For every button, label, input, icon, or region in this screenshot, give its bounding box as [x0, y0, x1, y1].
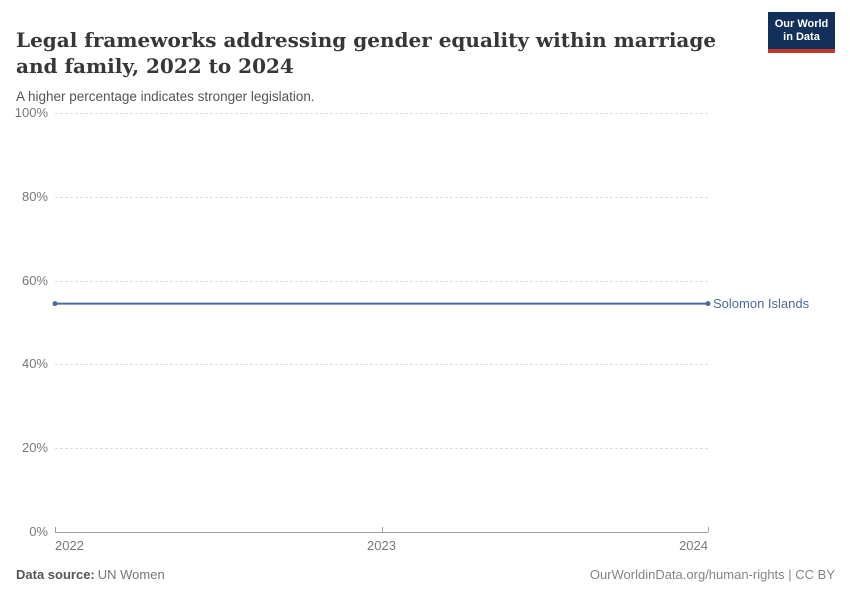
gridline-20: [55, 448, 708, 450]
x-tick-label-2024: 2024: [679, 538, 708, 553]
gridline-100: [55, 113, 708, 114]
owid-logo[interactable]: Our World in Data: [768, 12, 835, 53]
plot-area-svg: [52, 301, 711, 307]
y-tick-label-80: 80%: [21, 188, 48, 204]
x-tick-mark-2023: [381, 527, 383, 532]
y-tick-label-60: 60%: [21, 272, 48, 288]
x-tick-label-2023: 2023: [367, 538, 396, 553]
x-tick-label-2022: 2022: [55, 538, 84, 553]
y-tick-label-20: 20%: [21, 440, 48, 456]
credit-link[interactable]: OurWorldinData.org/human-rights | CC BY: [589, 567, 835, 582]
y-tick-label-40: 40%: [21, 356, 48, 372]
series-label: Solomon Islands: [713, 295, 810, 311]
x-tick-mark-2022: [55, 527, 56, 532]
data-source: Data source: UN Women: [16, 567, 165, 582]
x-tick-mark-2024: [708, 527, 709, 532]
series-start-dot: [52, 301, 58, 307]
owid-logo-line1: Our World: [774, 18, 829, 30]
chart-subtitle: A higher percentage indicates stronger l…: [16, 88, 315, 104]
chart-footer: Data source: UN Women OurWorldinData.org/…: [16, 567, 835, 582]
series-end-dot: [705, 301, 711, 307]
x-axis-line: [55, 532, 708, 533]
chart-title: Legal frameworks addressing gender equal…: [16, 28, 717, 79]
owid-logo-line2: in Data: [783, 31, 820, 43]
data-source-value: UN Women: [97, 567, 165, 582]
gridline-60: [55, 280, 708, 282]
line-chart: 0% 20% 40% 60% 80% 100% 2022 2023 2024 Solomon Is…: [0, 105, 850, 558]
gridline-80: [55, 196, 708, 198]
y-tick-label-0: 0%: [29, 524, 48, 539]
data-source-label: Data source:: [16, 567, 95, 582]
y-tick-label-100: 100%: [14, 105, 48, 120]
gridline-40: [55, 364, 708, 366]
